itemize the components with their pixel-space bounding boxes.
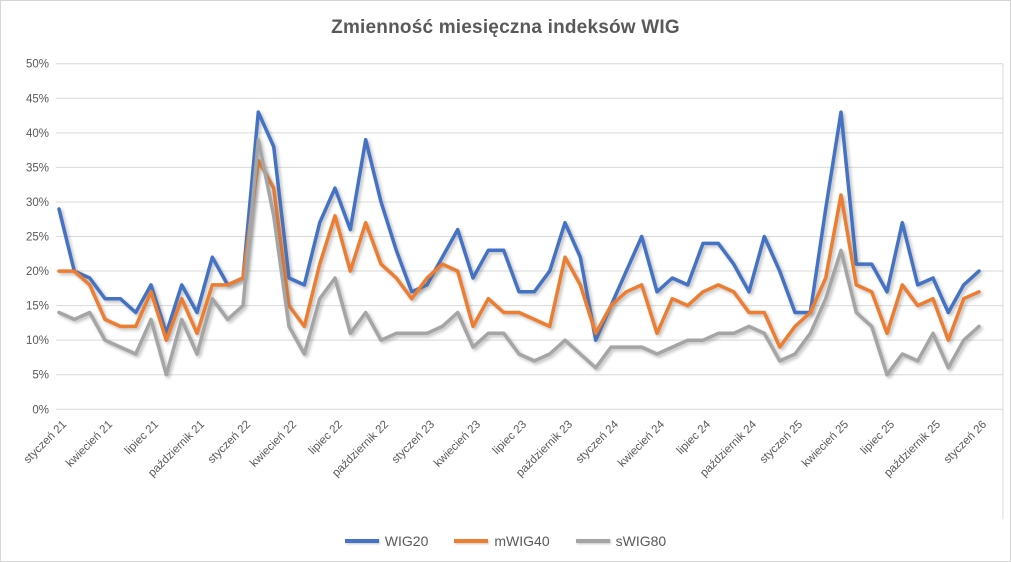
x-axis-tick-label: styczeń 26 xyxy=(942,419,989,466)
y-axis-tick-label: 45% xyxy=(26,93,49,105)
x-axis-tick-label: kwiecień 22 xyxy=(248,419,299,470)
y-axis-tick-label: 0% xyxy=(32,404,49,416)
x-axis-tick-label: lipiec 25 xyxy=(859,419,897,457)
x-axis-tick-label: kwiecień 25 xyxy=(800,419,851,470)
y-axis-tick-label: 40% xyxy=(26,128,49,140)
x-axis-tick-label: kwiecień 24 xyxy=(616,418,667,469)
legend-item-wig20: WIG20 xyxy=(344,533,429,549)
x-axis-tick-label: lipiec 23 xyxy=(491,419,529,457)
y-axis-tick-label: 20% xyxy=(26,266,49,278)
legend-swatch-mwig40 xyxy=(454,539,489,543)
legend-label-wig20: WIG20 xyxy=(384,533,429,549)
x-axis-tick-label: lipiec 21 xyxy=(123,419,161,457)
chart-legend: WIG20 mWIG40 sWIG80 xyxy=(1,533,1010,549)
legend-swatch-swig80 xyxy=(575,539,610,543)
y-axis-tick-label: 15% xyxy=(26,301,49,313)
y-axis-tick-label: 30% xyxy=(26,197,49,209)
x-axis-tick-label: styczeń 25 xyxy=(758,419,805,466)
legend-label-mwig40: mWIG40 xyxy=(494,533,550,549)
x-axis-tick-label: kwiecień 21 xyxy=(64,419,115,470)
y-axis-tick-label: 35% xyxy=(26,162,49,174)
x-axis-tick-label: styczeń 23 xyxy=(390,419,437,466)
x-axis-tick-label: styczeń 24 xyxy=(574,418,622,466)
x-axis-tick-label: styczeń 22 xyxy=(206,419,253,466)
legend-item-mwig40: mWIG40 xyxy=(454,533,550,549)
x-axis-tick-label: lipiec 24 xyxy=(675,418,714,457)
series-wig20-line xyxy=(57,110,981,342)
series-mwig40-line xyxy=(57,158,981,349)
y-axis-tick-label: 10% xyxy=(26,335,49,347)
legend-swatch-wig20 xyxy=(344,539,379,543)
x-axis-tick-label: styczeń 21 xyxy=(22,419,69,466)
legend-item-swig80: sWIG80 xyxy=(575,533,667,549)
y-axis-tick-label: 50% xyxy=(26,59,49,71)
legend-label-swig80: sWIG80 xyxy=(615,533,667,549)
series-swig80-line xyxy=(57,137,981,377)
x-axis-tick-label: lipiec 22 xyxy=(307,419,345,457)
y-axis-tick-label: 25% xyxy=(26,232,49,244)
x-axis-tick-label: kwiecień 23 xyxy=(432,419,483,470)
y-axis-tick-label: 5% xyxy=(32,370,49,382)
chart-title: Zmienność miesięczna indeksów WIG xyxy=(331,17,680,38)
